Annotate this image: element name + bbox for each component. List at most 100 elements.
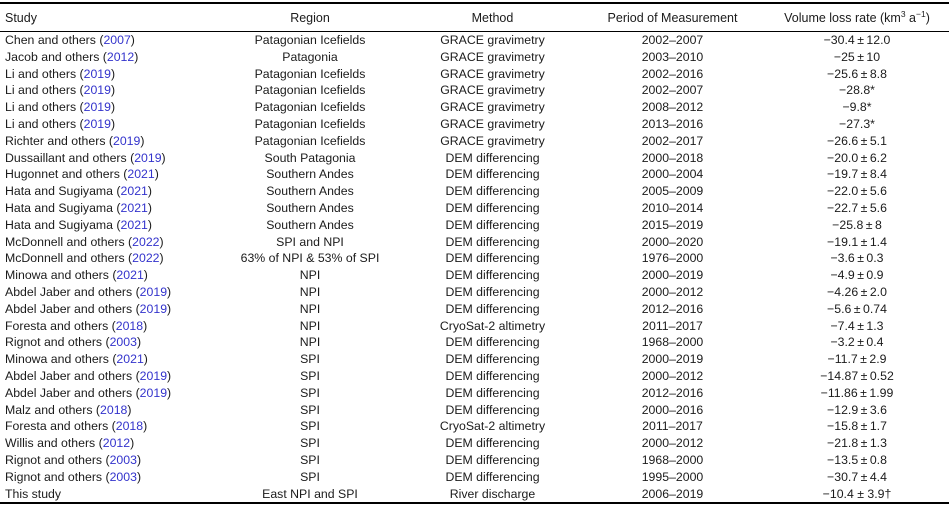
citation-year-link[interactable]: 2019 xyxy=(139,301,168,316)
study-cell: Hugonnet and others (2021) xyxy=(5,167,159,182)
citation-year-link[interactable]: 2021 xyxy=(116,268,144,283)
citation-year-link[interactable]: 2019 xyxy=(83,83,111,98)
col-header-region: Region xyxy=(290,10,330,25)
study-cell: Hata and Sugiyama (2021) xyxy=(5,217,152,232)
volume-cell: −26.6 ± 5.1 xyxy=(827,133,887,148)
table-row: Abdel Jaber and others (2019) NPI DEM diff… xyxy=(0,301,949,318)
citation-year-link[interactable]: 2003 xyxy=(109,335,137,350)
volume-cell: −30.4 ± 12.0 xyxy=(823,33,891,47)
study-cell: Li and others (2019) xyxy=(5,100,116,115)
period-cell: 2015–2019 xyxy=(641,217,704,232)
method-cell: GRACE gravimetry xyxy=(440,133,545,148)
study-cell: Hata and Sugiyama (2021) xyxy=(5,184,152,199)
citation-year-link[interactable]: 2021 xyxy=(120,217,148,232)
period-cell: 2012–2016 xyxy=(641,385,704,400)
region-cell: Patagonian Icefields xyxy=(254,116,366,131)
volume-header-mid: a xyxy=(905,10,916,25)
citation-year-link[interactable]: 2003 xyxy=(109,452,137,467)
col-header-period: Period of Measurement xyxy=(607,10,738,25)
volume-cell: −30.7 ± 4.4 xyxy=(827,469,887,484)
region-cell: Patagonian Icefields xyxy=(254,133,366,148)
study-cell: This study xyxy=(5,486,62,501)
method-cell: DEM differencing xyxy=(445,150,540,165)
col-header-study: Study xyxy=(5,10,37,25)
table-row: Foresta and others (2018) SPI CryoSat-2 al… xyxy=(0,418,949,435)
region-cell: NPI xyxy=(299,301,321,316)
region-cell: SPI xyxy=(300,352,320,367)
volume-cell: −22.0 ± 5.6 xyxy=(827,184,887,199)
study-cell: Rignot and others (2003) xyxy=(5,469,142,484)
citation-year-link[interactable]: 2019 xyxy=(139,385,168,400)
citation-year-link[interactable]: 2018 xyxy=(115,318,144,333)
region-cell: Southern Andes xyxy=(266,184,354,199)
period-cell: 2008–2012 xyxy=(641,100,704,115)
table-row: Li and others (2019) Patagonian Icefields… xyxy=(0,116,949,133)
method-cell: GRACE gravimetry xyxy=(440,66,545,81)
table-row: Hugonnet and others (2021) Southern Andes… xyxy=(0,166,949,183)
period-cell: 2000–2019 xyxy=(641,352,704,367)
table-row: Minowa and others (2021) SPI DEM differenc… xyxy=(0,351,949,368)
period-cell: 2002–2017 xyxy=(641,133,704,148)
citation-year-link[interactable]: 2012 xyxy=(102,436,131,451)
citation-year-link[interactable]: 2022 xyxy=(132,234,160,249)
study-cell: Chen and others (2007) xyxy=(5,33,135,47)
study-cell: McDonnell and others (2022) xyxy=(5,251,164,266)
table-row: McDonnell and others (2022) 63% of NPI & … xyxy=(0,250,949,267)
volume-cell: −20.0 ± 6.2 xyxy=(827,150,887,165)
citation-year-link[interactable]: 2018 xyxy=(115,419,144,434)
region-cell: Patagonian Icefields xyxy=(254,83,366,98)
table-row: Rignot and others (2003) SPI DEM differenc… xyxy=(0,469,949,486)
study-cell: Hata and Sugiyama (2021) xyxy=(5,200,152,215)
region-cell: SPI xyxy=(300,436,320,451)
region-cell: SPI xyxy=(300,419,320,434)
study-cell: Abdel Jaber and others (2019) xyxy=(5,368,172,383)
citation-year-link[interactable]: 2021 xyxy=(120,184,148,199)
citation-year-link[interactable]: 2019 xyxy=(113,133,141,148)
study-cell: Li and others (2019) xyxy=(5,83,116,98)
volume-cell: −28.8* xyxy=(839,83,875,98)
citation-year-link[interactable]: 2018 xyxy=(100,402,128,417)
region-cell: NPI xyxy=(299,318,321,333)
volume-cell: −4.9 ± 0.9 xyxy=(830,268,884,283)
region-cell: SPI xyxy=(300,402,320,417)
study-cell: Malz and others (2018) xyxy=(5,402,132,417)
citation-year-link[interactable]: 2022 xyxy=(132,251,160,266)
table-row: McDonnell and others (2022) SPI and NPI DE… xyxy=(0,234,949,251)
study-cell: Abdel Jaber and others (2019) xyxy=(5,301,172,316)
volume-cell: −10.4 ± 3.9† xyxy=(822,486,892,501)
study-cell: McDonnell and others (2022) xyxy=(5,234,164,249)
region-cell: Patagonia xyxy=(282,49,338,64)
citation-year-link[interactable]: 2021 xyxy=(127,167,155,182)
table-row: This study East NPI and SPI River discharg… xyxy=(0,486,949,504)
region-cell: Patagonian Icefields xyxy=(254,100,366,115)
period-cell: 2000–2016 xyxy=(641,402,704,417)
citation-year-link[interactable]: 2019 xyxy=(83,116,111,131)
citation-year-link[interactable]: 2019 xyxy=(139,284,168,299)
study-cell: Jacob and others (2012) xyxy=(5,49,139,64)
citation-year-link[interactable]: 2021 xyxy=(120,200,148,215)
method-cell: DEM differencing xyxy=(445,167,540,182)
table-row: Abdel Jaber and others (2019) NPI DEM diff… xyxy=(0,284,949,301)
citation-year-link[interactable]: 2019 xyxy=(134,150,162,165)
citation-year-link[interactable]: 2019 xyxy=(83,100,111,115)
study-cell: Li and others (2019) xyxy=(5,116,116,131)
citation-year-link[interactable]: 2012 xyxy=(106,49,135,64)
study-cell: Foresta and others (2018) xyxy=(5,318,148,333)
citation-year-link[interactable]: 2019 xyxy=(83,66,111,81)
study-cell: Foresta and others (2018) xyxy=(5,419,148,434)
region-cell: Southern Andes xyxy=(266,217,354,232)
citation-year-link[interactable]: 2019 xyxy=(139,368,168,383)
volume-cell: −9.8* xyxy=(842,100,872,115)
volume-cell: −4.26 ± 2.0 xyxy=(827,284,887,299)
citation-year-link[interactable]: 2021 xyxy=(116,352,144,367)
study-cell: Minowa and others (2021) xyxy=(5,268,148,283)
citation-year-link[interactable]: 2003 xyxy=(109,469,137,484)
table-row: Li and others (2019) Patagonian Icefields… xyxy=(0,99,949,116)
period-cell: 1968–2000 xyxy=(641,452,704,467)
region-cell: Patagonian Icefields xyxy=(254,66,366,81)
volume-cell: −13.5 ± 0.8 xyxy=(827,452,887,467)
study-cell: Dussaillant and others (2019) xyxy=(5,150,166,165)
citation-year-link[interactable]: 2007 xyxy=(103,33,131,47)
region-cell: SPI xyxy=(300,452,320,467)
